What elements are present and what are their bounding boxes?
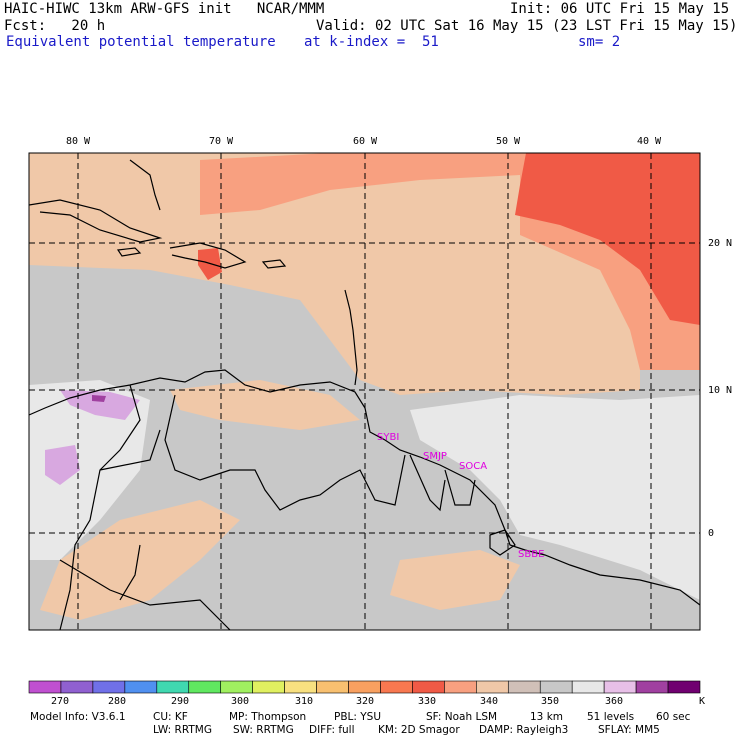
colorbar-label-320: 320 <box>356 696 375 707</box>
colorbar-swatch <box>507 680 541 694</box>
colorbar-label-290: 290 <box>171 696 190 707</box>
footer-resolution: 13 km <box>530 711 564 723</box>
colorbar-swatch <box>220 680 253 694</box>
lavender-patch-2 <box>45 445 80 485</box>
map-frame <box>28 152 701 631</box>
station-label-sbbe: SBBE <box>518 549 545 560</box>
colorbar-swatch <box>635 680 669 694</box>
footer-shortwave: SW: RRTMG <box>233 724 294 736</box>
header-model-title: HAIC-HIWC 13km ARW-GFS init NCAR/MMM <box>4 1 325 17</box>
tan-patch-amazon <box>40 500 240 620</box>
footer-km: KM: 2D Smagor <box>378 724 460 736</box>
header-level: at k-index = 51 <box>304 34 439 50</box>
colorbar-swatch <box>667 680 701 694</box>
colorbar-label-300: 300 <box>231 696 250 707</box>
colorbar-swatch <box>156 680 190 694</box>
lat-label-20n: 20 N <box>708 238 733 249</box>
colorbar-swatch <box>60 680 94 694</box>
colorbar-swatch <box>188 680 222 694</box>
colorbar-swatch <box>412 680 445 694</box>
header-forecast-hour: Fcst: 20 h <box>4 18 106 34</box>
colorbar-swatch <box>380 680 413 694</box>
lon-label-80w: 80 W <box>66 136 91 147</box>
colorbar-swatch <box>252 680 285 694</box>
footer-damping: DAMP: Rayleigh3 <box>479 724 569 736</box>
lon-label-40w: 40 W <box>637 136 662 147</box>
purple-patch <box>92 395 106 402</box>
lon-label-50w: 50 W <box>496 136 521 147</box>
colorbar-swatch <box>571 680 605 694</box>
coastlines <box>29 159 700 630</box>
lat-label-0: 0 <box>708 528 715 539</box>
colorbar-label-310: 310 <box>295 696 314 707</box>
lon-label-70w: 70 W <box>209 136 234 147</box>
station-label-sybi: SYBI <box>377 432 400 443</box>
tan-region-north <box>29 153 640 395</box>
colorbar-swatch <box>316 680 349 694</box>
station-label-soca: SOCA <box>459 461 488 472</box>
colorbar-swatch <box>476 680 509 694</box>
lon-label-60w: 60 W <box>353 136 378 147</box>
footer-model-info: Model Info: V3.6.1 <box>30 711 126 723</box>
grid-lines <box>29 153 700 630</box>
footer-levels: 51 levels <box>587 711 635 723</box>
header-valid-time: Valid: 02 UTC Sat 16 May 15 (23 LST Fri … <box>316 18 738 34</box>
lavender-patch-1 <box>60 390 140 420</box>
colorbar-swatch <box>603 680 637 694</box>
footer-surface-layer: SFLAY: MM5 <box>598 724 660 736</box>
footer-timestep: 60 sec <box>656 711 691 723</box>
lightgray-region-east <box>410 395 700 600</box>
salmon-streak-north <box>200 153 520 215</box>
colorbar-label-350: 350 <box>541 696 560 707</box>
red-region-northeast <box>515 153 700 325</box>
colorbar-swatch <box>348 680 381 694</box>
colorbar-swatch <box>539 680 573 694</box>
footer-pbl: PBL: YSU <box>334 711 382 723</box>
colorbar-label-280: 280 <box>108 696 127 707</box>
colorbar-label-270: 270 <box>51 696 70 707</box>
tan-patch-central <box>170 380 360 430</box>
lat-label-10n: 10 N <box>708 385 733 396</box>
colorbar-swatch <box>28 680 62 694</box>
header-field-name: Equivalent potential temperature <box>6 34 276 50</box>
colorbar-label-340: 340 <box>480 696 499 707</box>
footer-cumulus: CU: KF <box>153 711 188 723</box>
colorbar-swatch <box>284 680 317 694</box>
colorbar-label-330: 330 <box>418 696 437 707</box>
header-init-time: Init: 06 UTC Fri 15 May 15 <box>510 1 730 17</box>
footer-surface: SF: Noah LSM <box>426 711 498 723</box>
lightgray-region-west <box>29 380 150 560</box>
colorbar-swatch <box>124 680 158 694</box>
tan-patch-south <box>390 550 520 610</box>
colorbar-swatch <box>92 680 126 694</box>
footer-longwave: LW: RRTMG <box>153 724 212 736</box>
header-smoothing: sm= 2 <box>578 34 621 50</box>
footer-diffusion: DIFF: full <box>309 724 355 736</box>
colorbar-label-360: 360 <box>605 696 624 707</box>
colorbar-unit: K <box>699 696 706 707</box>
station-label-smjp: SMJP <box>423 451 447 462</box>
colorbar-swatch <box>444 680 477 694</box>
footer-microphysics: MP: Thompson <box>229 711 307 723</box>
